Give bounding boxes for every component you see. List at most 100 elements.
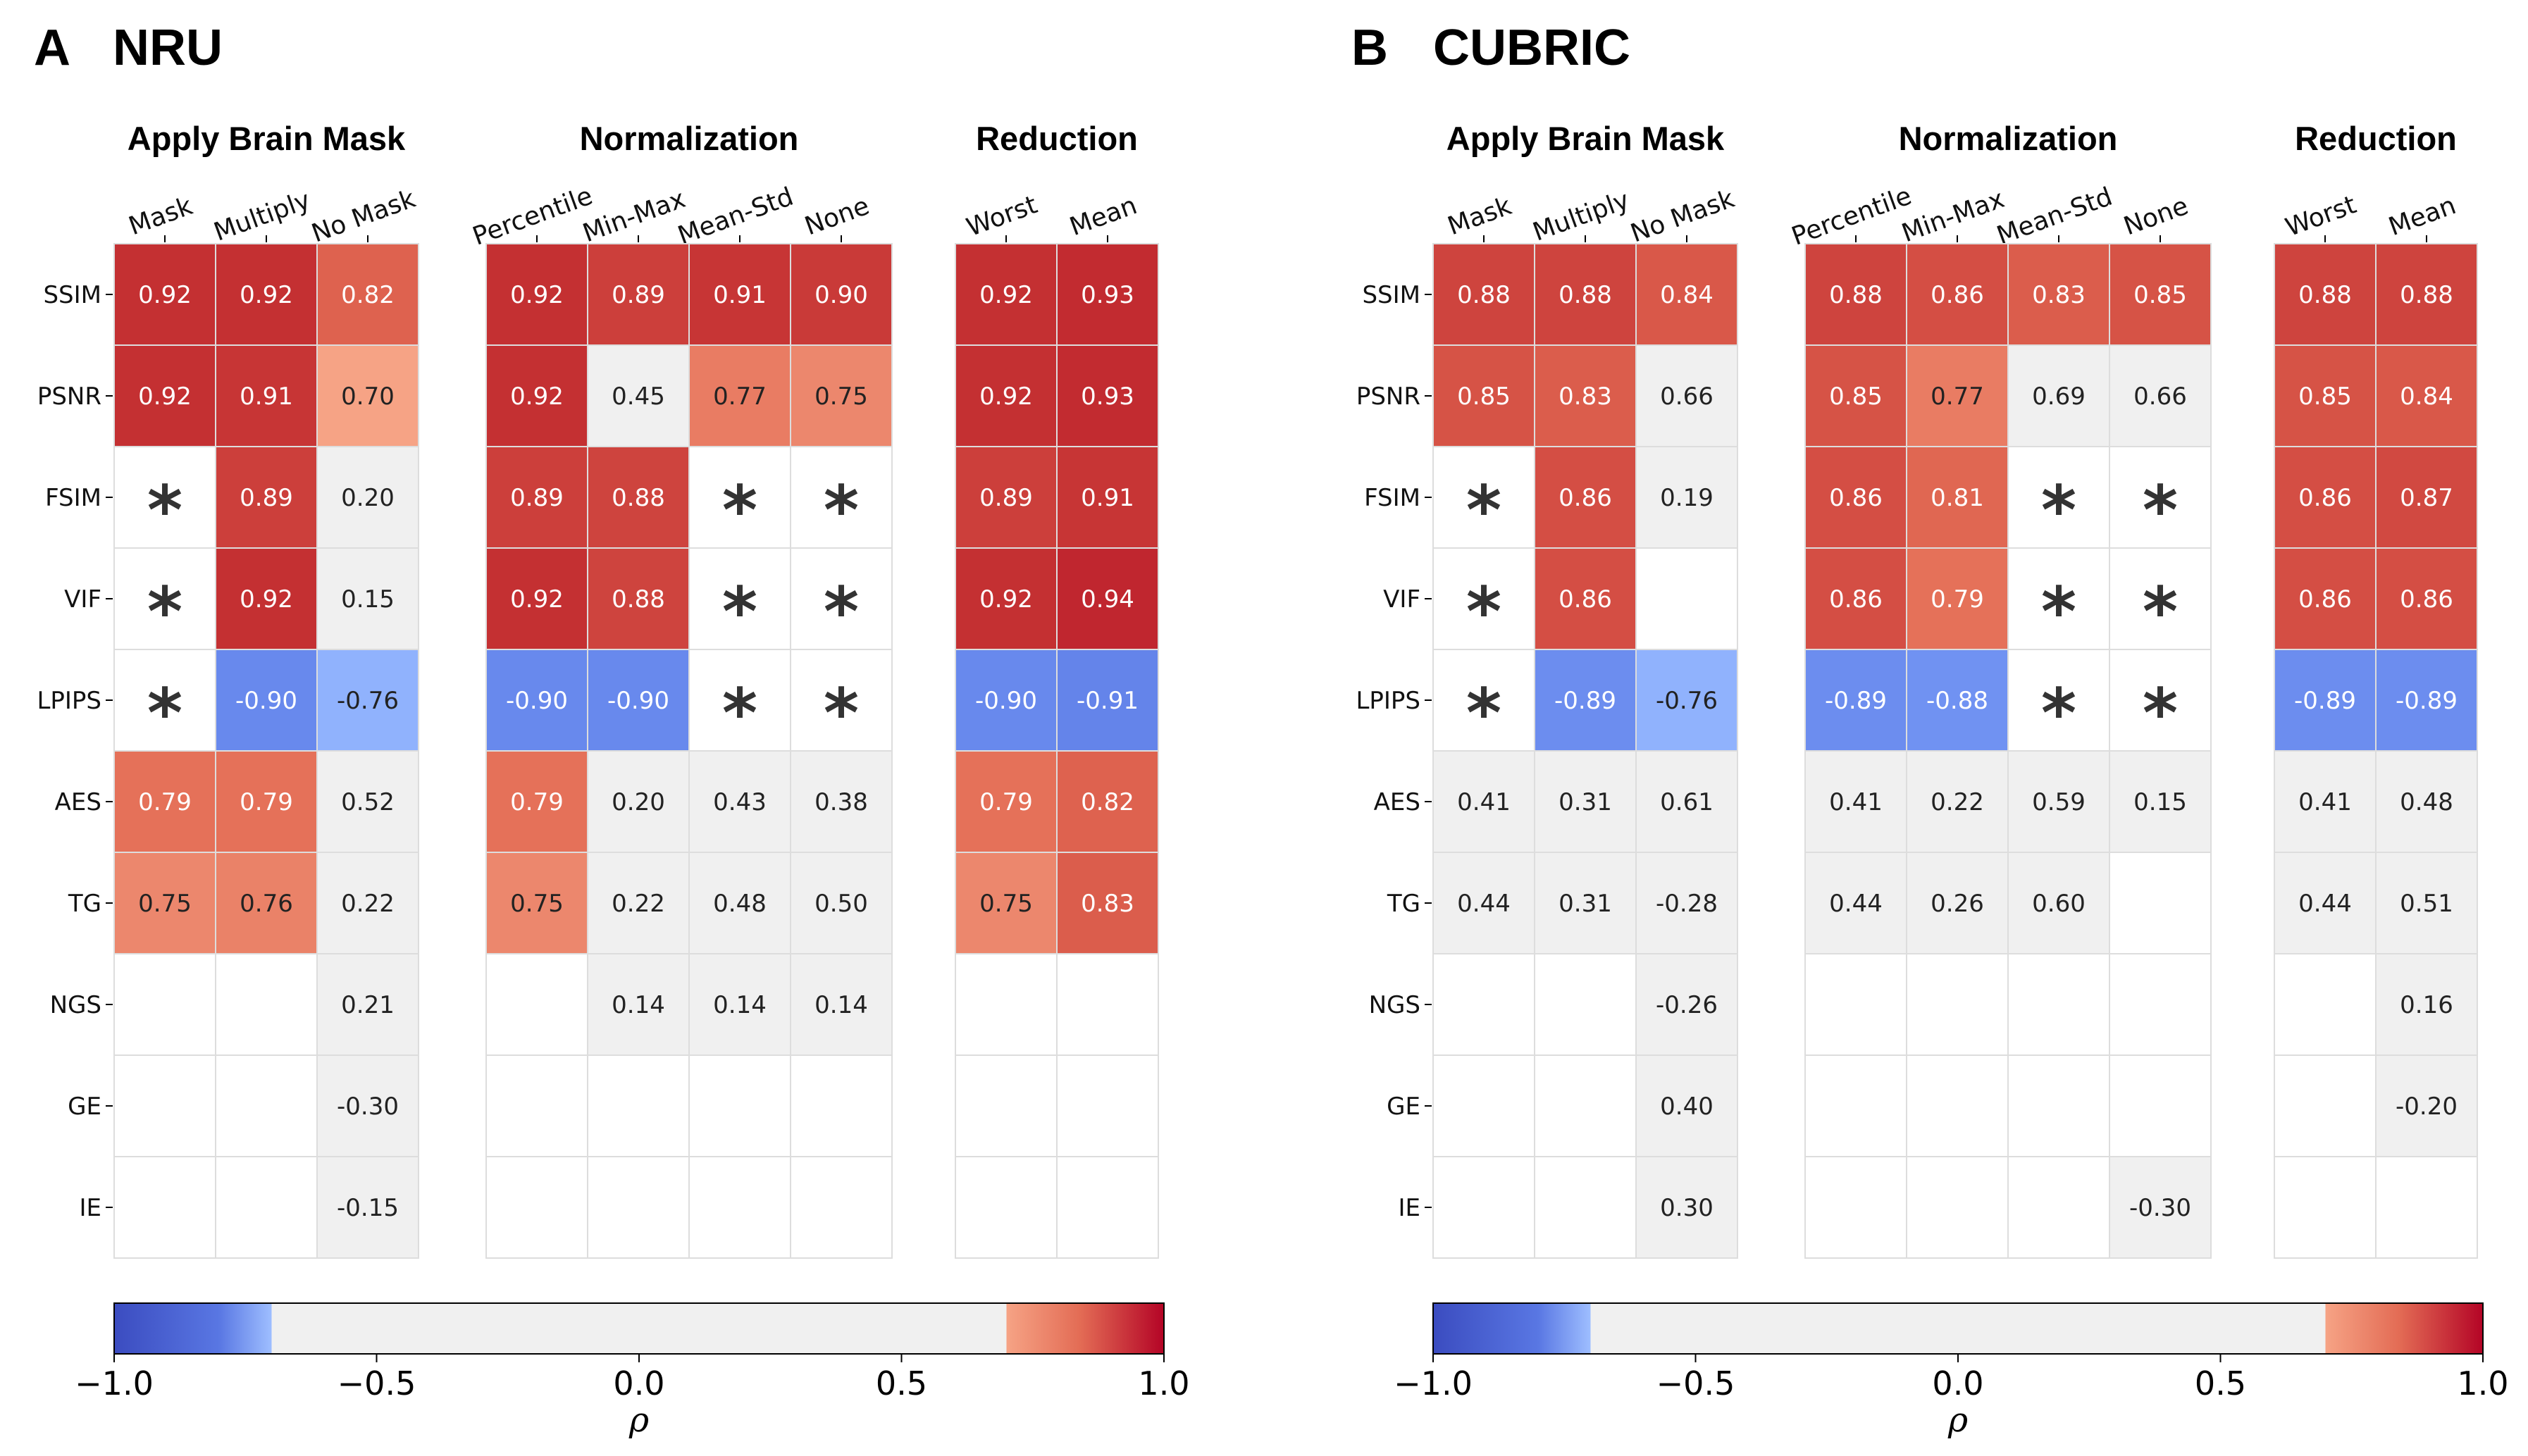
cell-value: 0.85 — [1829, 382, 1883, 411]
heatmap-cell — [2375, 547, 2478, 650]
column-label: Worst — [2282, 190, 2360, 242]
heatmap-cell — [790, 446, 893, 549]
cell-value: 0.31 — [1559, 890, 1612, 918]
heatmap-cell — [2375, 344, 2478, 447]
heatmap-cell — [790, 1156, 893, 1259]
cell-value: 0.69 — [2032, 382, 2086, 411]
cell-value: 0.82 — [1081, 788, 1134, 816]
significance-star: * — [2143, 471, 2178, 550]
heatmap-cell — [1056, 243, 1159, 346]
heatmap-cell — [316, 243, 419, 346]
heatmap-cell — [485, 953, 588, 1056]
cell-value: 0.40 — [1660, 1093, 1714, 1121]
heatmap-cell — [485, 446, 588, 549]
heatmap-cell — [215, 953, 318, 1056]
heatmap-cell — [790, 547, 893, 650]
heatmap-cell — [790, 1054, 893, 1157]
cell-value: 0.93 — [1081, 281, 1134, 309]
cell-value: -0.88 — [1926, 687, 1988, 715]
heatmap-cell — [2375, 243, 2478, 346]
heatmap-cell — [1906, 1054, 2009, 1157]
colorbar: −1.0 −0.5 0.0 0.5 1.0 ρ — [75, 1302, 1190, 1440]
panel-b: B CUBRIC SSIM PSNR FSIM VIF LPIPS AES TG NGS GE IE A… — [1351, 20, 2509, 1440]
cell-value: 0.48 — [713, 890, 767, 918]
cell-value: 0.41 — [1457, 788, 1511, 816]
significance-star: * — [2143, 674, 2178, 753]
cell-value: 0.66 — [2133, 382, 2187, 411]
heatmap-cell — [1534, 649, 1637, 752]
heatmap-cell — [1056, 649, 1159, 752]
significance-star: * — [722, 674, 757, 753]
heatmap-cell — [1534, 344, 1637, 447]
cell-value: 0.85 — [2133, 281, 2187, 309]
cell-value: 0.75 — [814, 382, 868, 411]
heatmap-cell — [1906, 243, 2009, 346]
column-label: Multiply — [1529, 186, 1633, 247]
heatmap-cell — [485, 1054, 588, 1157]
heatmap-cell — [113, 243, 216, 346]
heatmap-cell — [1056, 1156, 1159, 1259]
heatmap-cell — [1056, 547, 1159, 650]
significance-star: * — [147, 674, 182, 753]
row-label: IE — [79, 1194, 101, 1222]
colorbar-gradient — [1432, 1302, 2484, 1355]
heatmap-cell — [790, 953, 893, 1056]
cell-value: 0.79 — [240, 788, 293, 816]
heatmap-cell — [1906, 1156, 2009, 1259]
column-label: Min-Max — [579, 185, 689, 248]
cell-value: 0.59 — [2032, 788, 2086, 816]
cell-value: 0.79 — [138, 788, 192, 816]
heatmap-cell — [2007, 1156, 2110, 1259]
heatmap-cell — [955, 1054, 1058, 1157]
cell-value: -0.90 — [975, 687, 1037, 715]
heatmap-cell — [1804, 649, 1907, 752]
heatmap-cell — [1432, 953, 1535, 1056]
heatmap-cell — [485, 750, 588, 853]
heatmap-cell — [2007, 547, 2110, 650]
cell-value: -0.89 — [2294, 687, 2356, 715]
significance-star: * — [722, 573, 757, 652]
cell-value: 0.81 — [1931, 484, 1984, 512]
cell-value: 0.92 — [138, 281, 192, 309]
heatmap-cell — [2274, 1054, 2377, 1157]
cell-value: 0.16 — [2400, 991, 2453, 1019]
cell-value: 0.88 — [2400, 281, 2453, 309]
heatmap-cell — [1804, 243, 1907, 346]
heatmap-cell — [485, 243, 588, 346]
cell-value: 0.41 — [1829, 788, 1883, 816]
cell-value: 0.75 — [979, 890, 1033, 918]
cell-value: 0.22 — [341, 890, 395, 918]
heatmap-cell — [1635, 1156, 1738, 1259]
cell-value: -0.26 — [1656, 991, 1718, 1019]
cell-value: 0.79 — [979, 788, 1033, 816]
heatmap-cell — [790, 649, 893, 752]
column-label: Min-Max — [1898, 185, 2008, 248]
colorbar-tick-label: 1.0 — [2457, 1364, 2508, 1402]
column-label: Mask — [125, 192, 196, 241]
heatmap-cell — [316, 852, 419, 954]
heatmap-cell — [1432, 1054, 1535, 1157]
heatmap-cell — [688, 1054, 791, 1157]
heatmap-cell — [1056, 750, 1159, 853]
cell-value: 0.14 — [713, 991, 767, 1019]
heatmap-cell — [2375, 1156, 2478, 1259]
group-title: Reduction — [976, 120, 1138, 157]
row-label: VIF — [1383, 585, 1420, 614]
heatmap-cell — [1432, 243, 1535, 346]
cell-value: -0.89 — [2396, 687, 2458, 715]
cell-value: 0.92 — [979, 585, 1033, 614]
heatmap-cell — [1534, 243, 1637, 346]
heatmap-cell — [2109, 750, 2212, 853]
colorbar-tick-label: −1.0 — [75, 1364, 154, 1402]
heatmap-cell — [316, 446, 419, 549]
column-label: Mean — [2385, 191, 2460, 242]
cell-value: -0.30 — [2129, 1194, 2191, 1222]
cell-value: 0.79 — [1931, 585, 1984, 614]
heatmap-cell — [1056, 446, 1159, 549]
heatmap-cell — [1056, 852, 1159, 954]
heatmap-cell — [113, 750, 216, 853]
cell-value: -0.15 — [337, 1194, 399, 1222]
group-title: Normalization — [580, 120, 799, 157]
